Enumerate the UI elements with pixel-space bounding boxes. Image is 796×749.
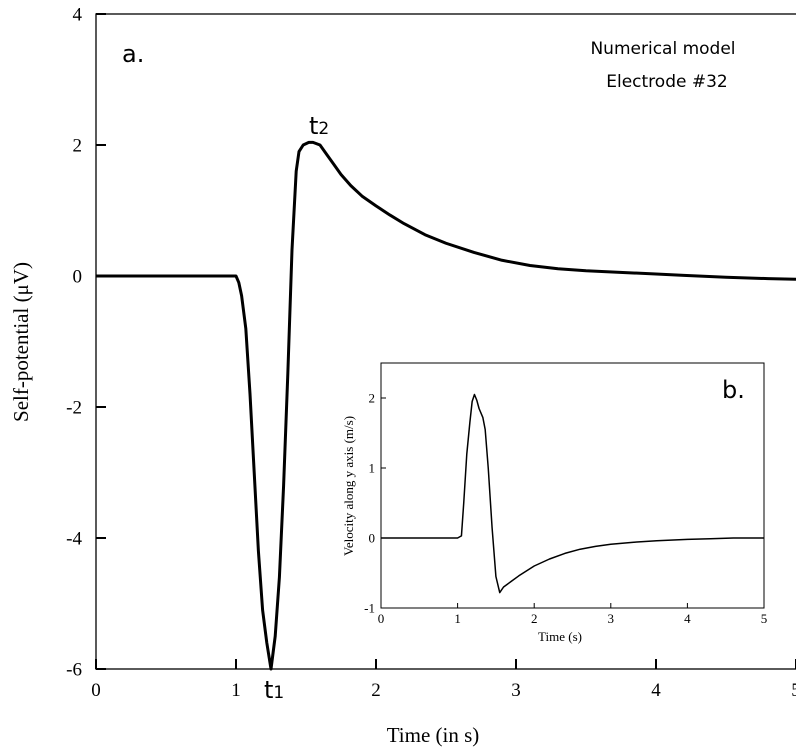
- marker-t2: t2: [309, 112, 329, 140]
- inset-x-axis-label: Time (s): [538, 629, 582, 644]
- marker-t2-sub: 2: [318, 119, 329, 139]
- main-y-tick-label: -2: [66, 398, 82, 419]
- main-x-axis: 0 1 2 3 4 5: [91, 659, 796, 701]
- marker-t1-sub: 1: [273, 683, 284, 703]
- main-x-tick-label: 2: [371, 680, 381, 701]
- main-x-tick-label: 0: [91, 680, 101, 701]
- marker-t2-base: t: [309, 112, 318, 140]
- main-y-tick-label: 4: [73, 5, 83, 26]
- inset-y-tick-label: 1: [369, 461, 376, 476]
- inset-y-tick-label: -1: [364, 601, 375, 616]
- main-y-axis: -6 -4 -2 0 2 4: [66, 5, 106, 681]
- inset-x-tick-label: 5: [761, 611, 768, 626]
- inset-x-tick-label: 4: [684, 611, 691, 626]
- inset-x-tick-label: 3: [608, 611, 615, 626]
- main-x-tick-label: 4: [651, 680, 661, 701]
- inset-background: [381, 363, 764, 608]
- main-plot-frame: [95, 13, 796, 670]
- panel-b-label: b.: [722, 376, 745, 404]
- main-x-tick-label: 3: [511, 680, 521, 701]
- inset-x-tick-label: 1: [454, 611, 461, 626]
- inset-y-tick-label: 0: [369, 531, 376, 546]
- annotation-numerical-model: Numerical model: [590, 39, 735, 59]
- main-y-tick-label: 2: [73, 136, 83, 157]
- main-series-line: [96, 140, 796, 671]
- inset-x-tick-label: 2: [531, 611, 538, 626]
- main-y-tick-label: -6: [66, 660, 82, 681]
- main-x-tick-label: 5: [791, 680, 796, 701]
- main-y-tick-label: -4: [66, 529, 82, 550]
- inset-series-line: [381, 393, 764, 594]
- inset-y-axis-label: Velocity along y axis (m/s): [341, 416, 356, 556]
- inset-x-axis: 0 1 2 3 4 5: [378, 603, 768, 626]
- panel-a-label: a.: [122, 40, 144, 68]
- marker-t1-base: t: [264, 676, 273, 704]
- main-chart-panel: 0 1 2 3 4 5 -6 -4 -2 0 2 4 a. Numerical model Elec…: [9, 5, 796, 747]
- annotation-electrode: Electrode #32: [606, 72, 727, 92]
- inset-y-tick-label: 2: [369, 391, 376, 406]
- marker-t1: t1: [264, 676, 284, 704]
- inset-x-tick-label: 0: [378, 611, 385, 626]
- main-y-axis-label: Self-potential (μV): [9, 262, 33, 422]
- main-x-axis-label: Time (in s): [387, 723, 480, 747]
- main-x-tick-label: 1: [231, 680, 241, 701]
- main-y-tick-label: 0: [73, 267, 83, 288]
- inset-plot-frame: [380, 362, 765, 609]
